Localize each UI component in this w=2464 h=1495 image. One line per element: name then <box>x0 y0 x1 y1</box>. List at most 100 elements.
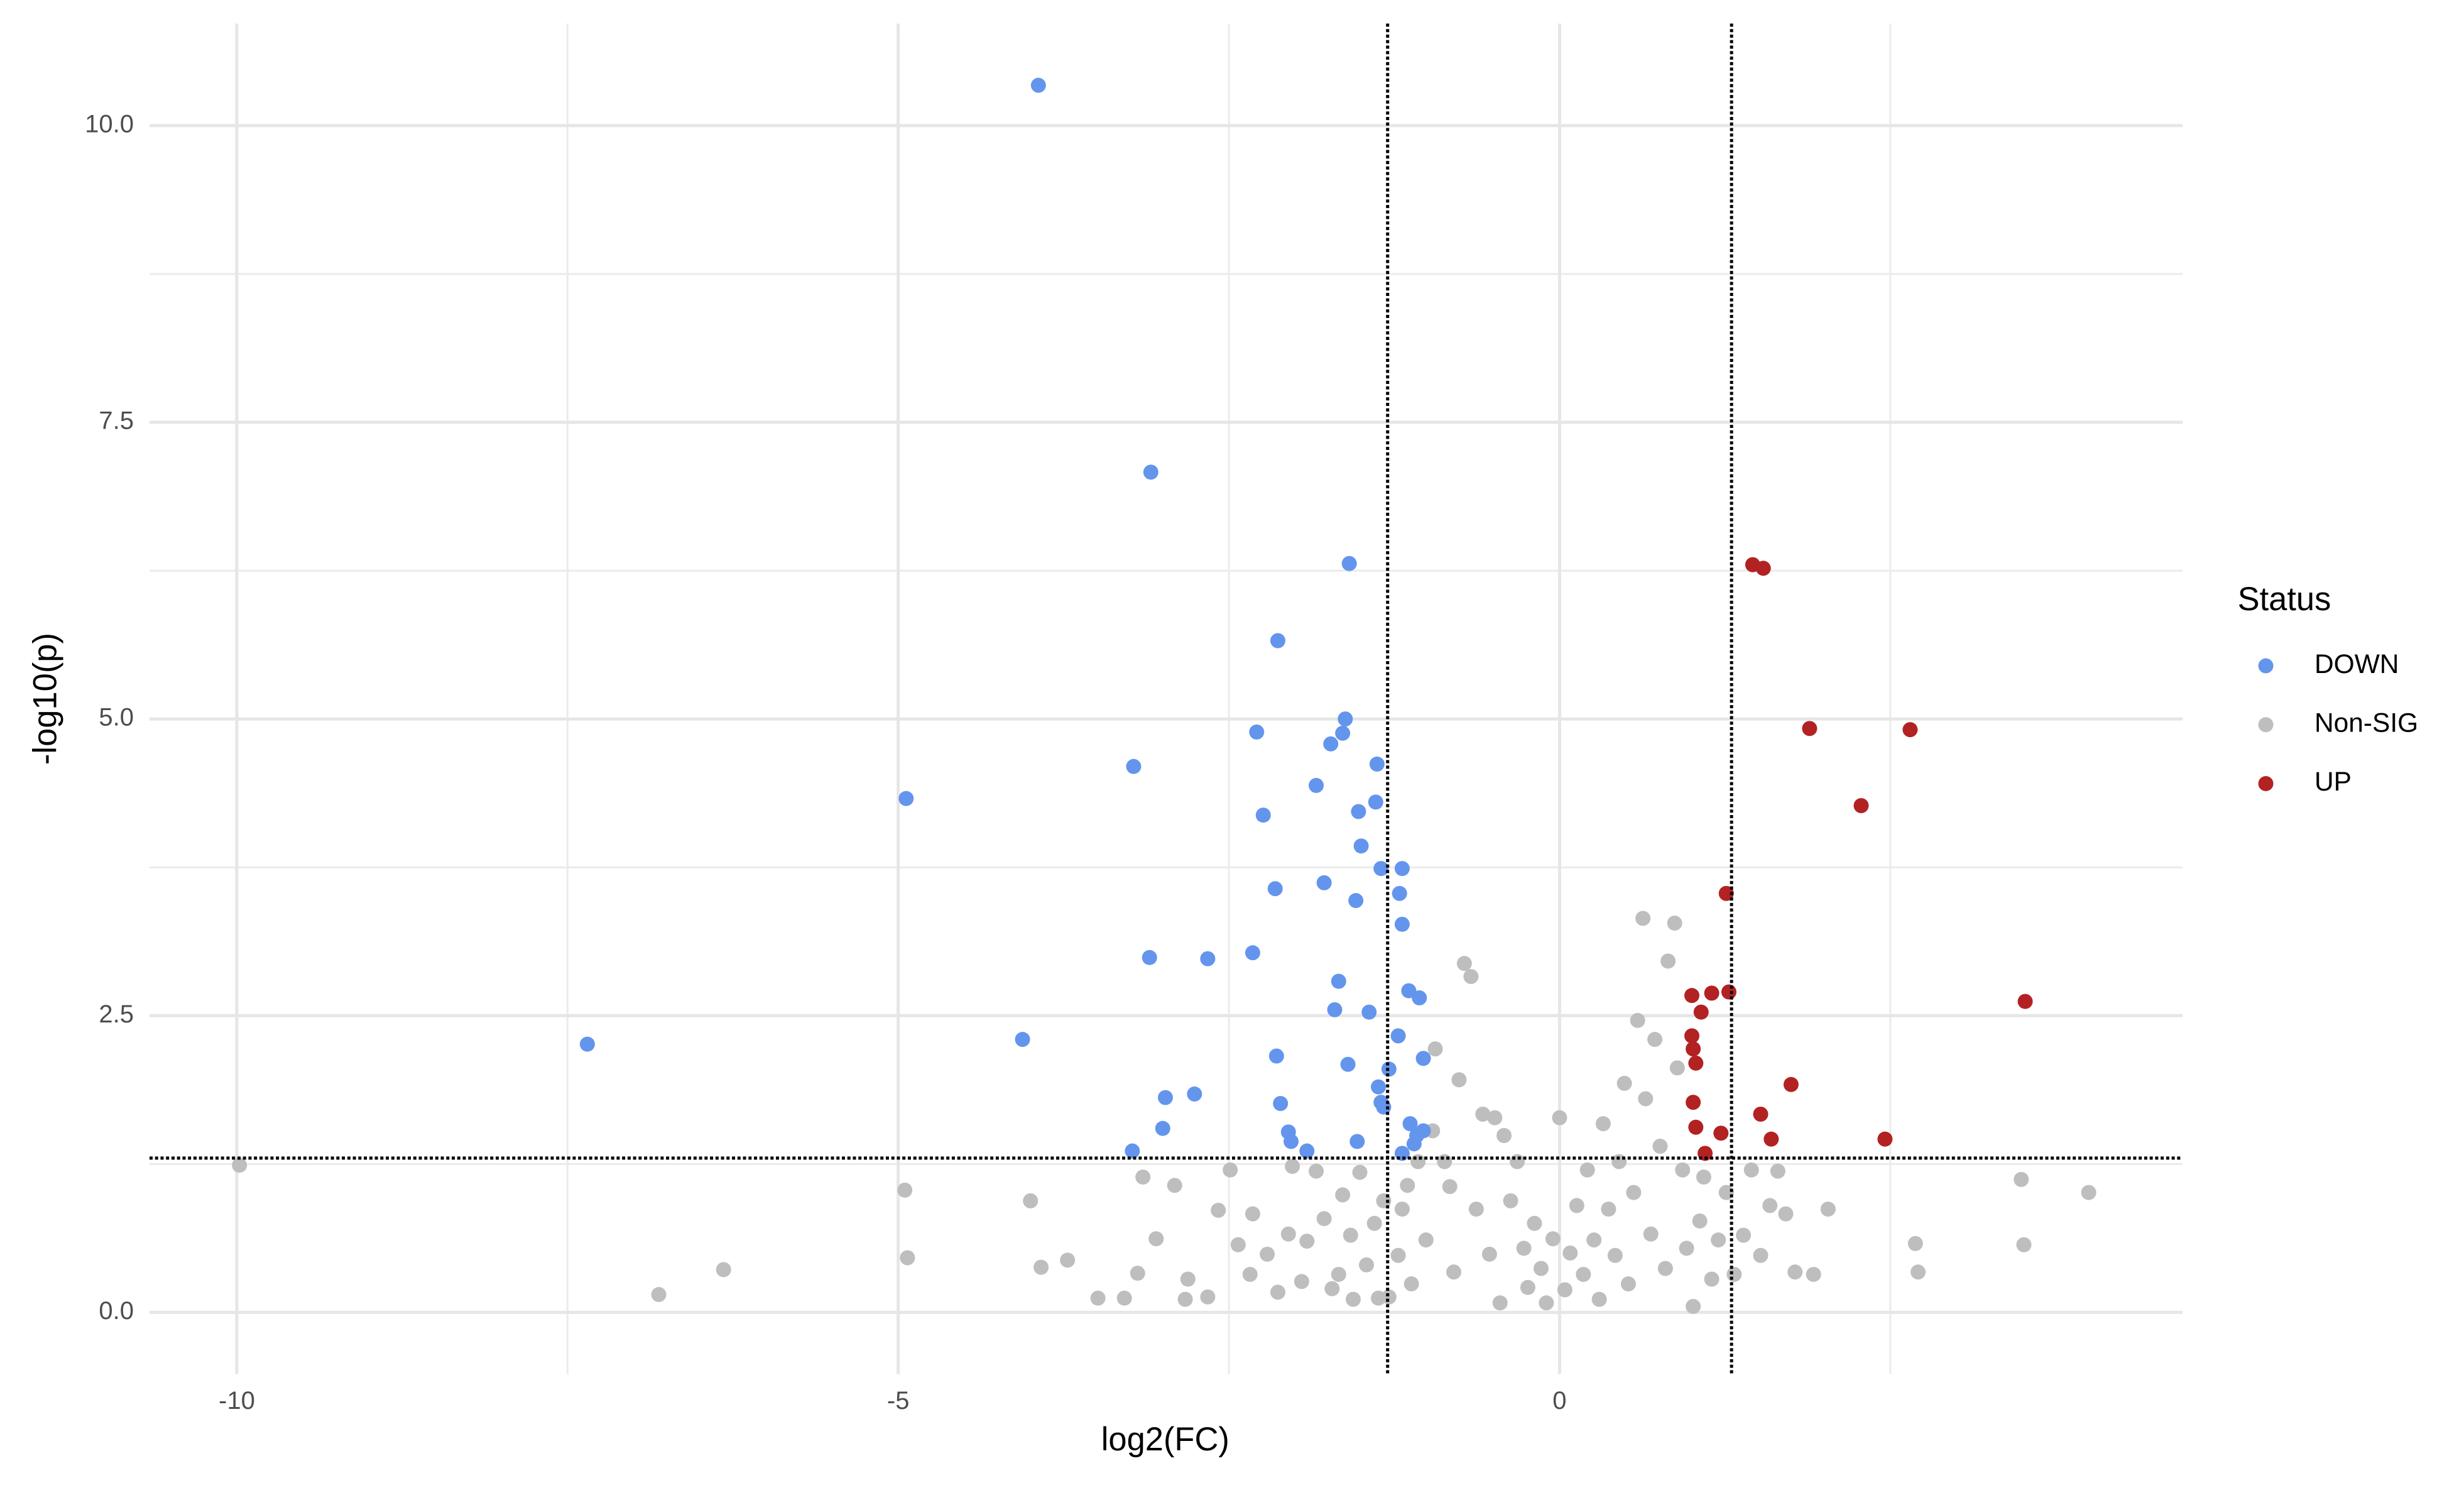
point <box>1684 988 1699 1004</box>
point <box>1562 1245 1578 1261</box>
point <box>1373 861 1389 877</box>
point <box>1309 777 1324 793</box>
legend-label: UP <box>2314 767 2352 797</box>
point <box>1630 1012 1645 1028</box>
x-axis-title: log2(FC) <box>1101 1421 1229 1458</box>
point <box>1533 1261 1549 1276</box>
point <box>1475 1107 1491 1122</box>
point <box>1370 1079 1386 1095</box>
point <box>1148 1231 1164 1247</box>
point <box>1552 1110 1567 1125</box>
point <box>1418 1232 1434 1248</box>
point <box>1718 885 1734 901</box>
point <box>1616 1075 1632 1091</box>
point <box>1394 1202 1410 1217</box>
point <box>1033 1259 1049 1275</box>
point <box>1341 556 1357 571</box>
point <box>1126 758 1142 774</box>
point <box>2016 1237 2032 1252</box>
legend-key <box>2258 775 2274 791</box>
point <box>1316 875 1332 890</box>
point <box>1437 1154 1453 1169</box>
point <box>898 791 914 806</box>
point <box>1770 1163 1785 1179</box>
point <box>1331 973 1346 989</box>
point <box>1686 1041 1701 1057</box>
point <box>2017 994 2033 1009</box>
point <box>716 1262 731 1278</box>
point <box>1299 1143 1315 1159</box>
point <box>1442 1179 1458 1195</box>
point <box>1726 1266 1742 1282</box>
point <box>1406 1136 1422 1152</box>
point <box>1778 1206 1794 1222</box>
legend-key <box>2258 717 2274 733</box>
point <box>1764 1131 1779 1147</box>
point <box>1736 1227 1752 1243</box>
point <box>1060 1252 1076 1268</box>
point <box>897 1182 913 1198</box>
point <box>1223 1162 1238 1178</box>
point <box>1270 1284 1285 1300</box>
point <box>1143 464 1158 480</box>
point <box>1696 1169 1711 1185</box>
point <box>1352 1164 1368 1180</box>
point <box>1669 1060 1685 1076</box>
point <box>1446 1264 1461 1280</box>
point <box>1345 1291 1361 1307</box>
point <box>1270 633 1285 649</box>
point <box>1135 1169 1151 1185</box>
point <box>1130 1266 1145 1281</box>
point <box>1711 1232 1726 1248</box>
point <box>1401 983 1417 999</box>
point <box>1142 950 1157 965</box>
point <box>1510 1154 1525 1169</box>
point <box>232 1158 248 1173</box>
y-tick-label: 10.0 <box>85 110 134 138</box>
point <box>1299 1234 1315 1249</box>
point <box>1686 1298 1701 1314</box>
point <box>1335 1187 1351 1203</box>
point <box>1907 1235 1923 1251</box>
point <box>1400 1178 1415 1193</box>
point <box>1351 804 1366 819</box>
point <box>1743 1162 1759 1178</box>
point <box>1338 711 1353 727</box>
point <box>1611 1154 1627 1169</box>
point <box>1327 1002 1343 1017</box>
point <box>1349 1134 1365 1149</box>
point <box>1394 916 1410 932</box>
point <box>1643 1226 1659 1242</box>
point <box>1343 1227 1358 1243</box>
legend-label: DOWN <box>2314 650 2399 679</box>
point <box>1260 1246 1275 1262</box>
point <box>1755 561 1771 576</box>
point <box>1331 1266 1346 1282</box>
point <box>1155 1120 1170 1136</box>
y-tick-label: 5.0 <box>99 704 134 731</box>
point <box>1200 951 1216 967</box>
point <box>1392 885 1407 901</box>
point <box>1369 756 1385 772</box>
point <box>2014 1171 2029 1187</box>
point <box>1211 1202 1226 1218</box>
point <box>1157 1090 1173 1105</box>
x-tick-label: 0 <box>1552 1387 1566 1415</box>
point <box>1023 1193 1038 1208</box>
point <box>1268 1048 1284 1064</box>
point <box>1516 1240 1532 1256</box>
point <box>1783 1076 1799 1092</box>
point <box>1601 1202 1616 1217</box>
point <box>1693 1004 1709 1020</box>
point <box>1404 1276 1419 1292</box>
point <box>1348 893 1364 909</box>
point <box>1721 984 1736 1000</box>
point <box>1660 953 1676 969</box>
point <box>1335 725 1351 741</box>
point <box>1586 1232 1602 1248</box>
point <box>1368 794 1383 810</box>
point <box>1267 881 1283 897</box>
point <box>579 1036 595 1052</box>
point <box>1520 1279 1535 1295</box>
point <box>1015 1032 1030 1048</box>
